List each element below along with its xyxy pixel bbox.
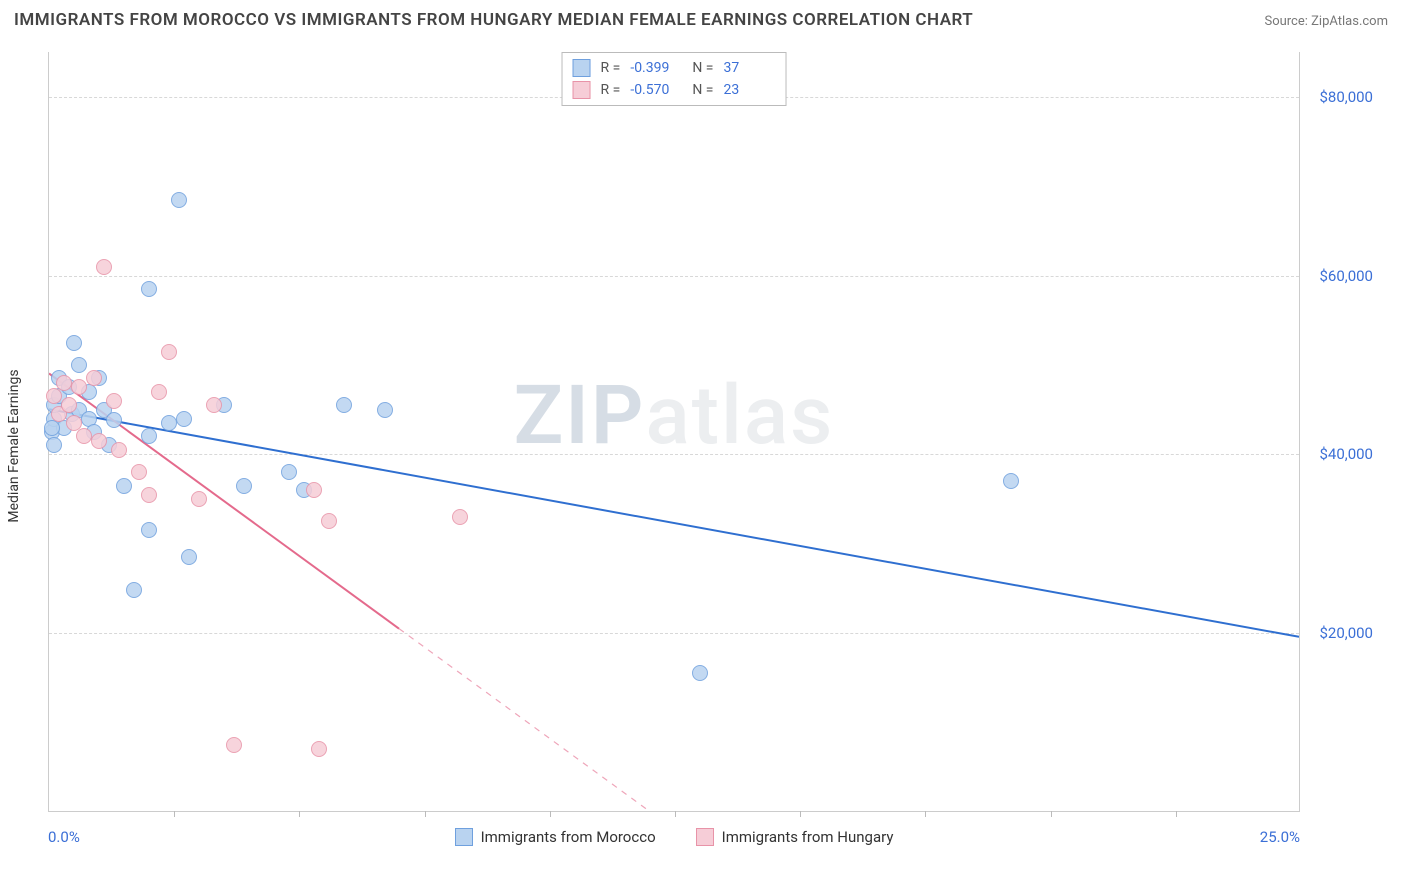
data-point-hungary (71, 379, 87, 395)
legend-n-label: N = (692, 82, 713, 98)
gridline (49, 276, 1299, 277)
data-point-hungary (61, 397, 77, 413)
legend-r-value: -0.570 (630, 82, 682, 98)
gridline (49, 454, 1299, 455)
data-point-morocco (141, 281, 157, 297)
data-point-hungary (452, 509, 468, 525)
data-point-morocco (181, 549, 197, 565)
y-tick-label: $60,000 (1307, 267, 1373, 285)
watermark-light: atlas (645, 368, 834, 464)
legend-swatch (573, 59, 591, 77)
data-point-hungary (86, 370, 102, 386)
watermark: ZIPatlas (514, 368, 835, 464)
legend-n-value: 37 (723, 60, 775, 76)
trend-line-dashed-hungary (399, 629, 649, 811)
correlation-legend: R = -0.399 N = 37 R = -0.570 N = 23 (562, 52, 787, 106)
series-legend: Immigrants from Morocco Immigrants from H… (455, 828, 894, 846)
data-point-morocco (236, 478, 252, 494)
legend-row-hungary: R = -0.570 N = 23 (573, 79, 776, 101)
data-point-hungary (46, 388, 62, 404)
data-point-hungary (151, 384, 167, 400)
data-point-hungary (206, 397, 222, 413)
data-point-morocco (692, 665, 708, 681)
x-tick (1051, 811, 1052, 817)
data-point-morocco (116, 478, 132, 494)
chart-title: IMMIGRANTS FROM MOROCCO VS IMMIGRANTS FR… (14, 10, 973, 30)
legend-row-morocco: R = -0.399 N = 37 (573, 57, 776, 79)
x-tick (800, 811, 801, 817)
x-min-label: 0.0% (48, 828, 80, 846)
data-point-hungary (191, 491, 207, 507)
legend-swatch (455, 828, 473, 846)
data-point-hungary (311, 741, 327, 757)
data-point-morocco (141, 522, 157, 538)
x-tick (174, 811, 175, 817)
data-point-morocco (171, 192, 187, 208)
legend-r-label: R = (601, 82, 621, 98)
plot-area: ZIPatlas R =-0.399N =37R =-0.570N =23 $2… (48, 52, 1300, 812)
x-axis-row: 0.0% Immigrants from MoroccoImmigrants f… (48, 822, 1300, 852)
x-tick (550, 811, 551, 817)
x-max-label: 25.0% (1260, 828, 1300, 846)
header: IMMIGRANTS FROM MOROCCO VS IMMIGRANTS FR… (0, 0, 1406, 36)
bottom-legend-item: Immigrants from Morocco (455, 828, 656, 846)
data-point-hungary (106, 393, 122, 409)
data-point-morocco (336, 397, 352, 413)
data-point-hungary (76, 428, 92, 444)
data-point-morocco (377, 402, 393, 418)
source-label: Source: ZipAtlas.com (1264, 14, 1388, 29)
data-point-hungary (226, 737, 242, 753)
data-point-hungary (56, 375, 72, 391)
x-tick (1176, 811, 1177, 817)
x-tick (299, 811, 300, 817)
x-tick (925, 811, 926, 817)
legend-r-value: -0.399 (630, 60, 682, 76)
data-point-morocco (106, 412, 122, 428)
legend-swatch (573, 81, 591, 99)
y-tick-label: $80,000 (1307, 88, 1373, 106)
legend-n-value: 23 (723, 82, 775, 98)
data-point-hungary (161, 344, 177, 360)
x-tick (425, 811, 426, 817)
data-point-morocco (281, 464, 297, 480)
x-tick (675, 811, 676, 817)
y-tick-label: $20,000 (1307, 624, 1373, 642)
data-point-hungary (141, 487, 157, 503)
data-point-morocco (141, 428, 157, 444)
data-point-morocco (161, 415, 177, 431)
y-tick-label: $40,000 (1307, 445, 1373, 463)
watermark-bold: ZIP (514, 368, 646, 464)
data-point-hungary (306, 482, 322, 498)
data-point-hungary (111, 442, 127, 458)
data-point-morocco (1003, 473, 1019, 489)
data-point-hungary (96, 259, 112, 275)
legend-n-label: N = (692, 60, 713, 76)
data-point-morocco (71, 357, 87, 373)
bottom-legend-item: Immigrants from Hungary (696, 828, 894, 846)
trend-line-morocco (49, 409, 1299, 637)
legend-label: Immigrants from Hungary (722, 828, 894, 846)
data-point-hungary (91, 433, 107, 449)
legend-r-label: R = (601, 60, 621, 76)
legend-swatch (696, 828, 714, 846)
data-point-morocco (126, 582, 142, 598)
legend-label: Immigrants from Morocco (481, 828, 656, 846)
y-axis-label: Median Female Earnings (6, 369, 22, 522)
data-point-morocco (46, 437, 62, 453)
data-point-morocco (66, 335, 82, 351)
data-point-morocco (176, 411, 192, 427)
trend-lines (49, 52, 1299, 811)
gridline (49, 633, 1299, 634)
data-point-hungary (321, 513, 337, 529)
data-point-hungary (131, 464, 147, 480)
